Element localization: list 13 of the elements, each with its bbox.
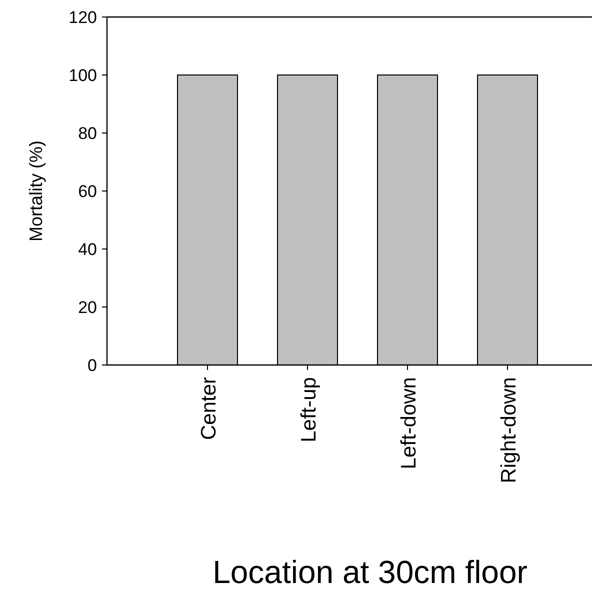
- x-tick-label: Left-up: [298, 377, 320, 442]
- x-tick-label: Center: [198, 376, 220, 440]
- y-tick-label: 120: [68, 8, 97, 27]
- y-tick-label: 60: [78, 182, 97, 201]
- x-tick-label: Right-down: [498, 377, 520, 484]
- y-tick-label: 20: [78, 298, 97, 317]
- y-tick-label: 80: [78, 124, 97, 143]
- y-tick-label: 0: [88, 356, 97, 375]
- y-axis-title: Mortality (%): [26, 140, 46, 242]
- y-tick-label: 100: [68, 66, 97, 85]
- x-axis-title: Location at 30cm floor: [212, 554, 528, 590]
- x-tick-label: Left-down: [398, 377, 420, 470]
- y-tick-label: 40: [78, 240, 97, 259]
